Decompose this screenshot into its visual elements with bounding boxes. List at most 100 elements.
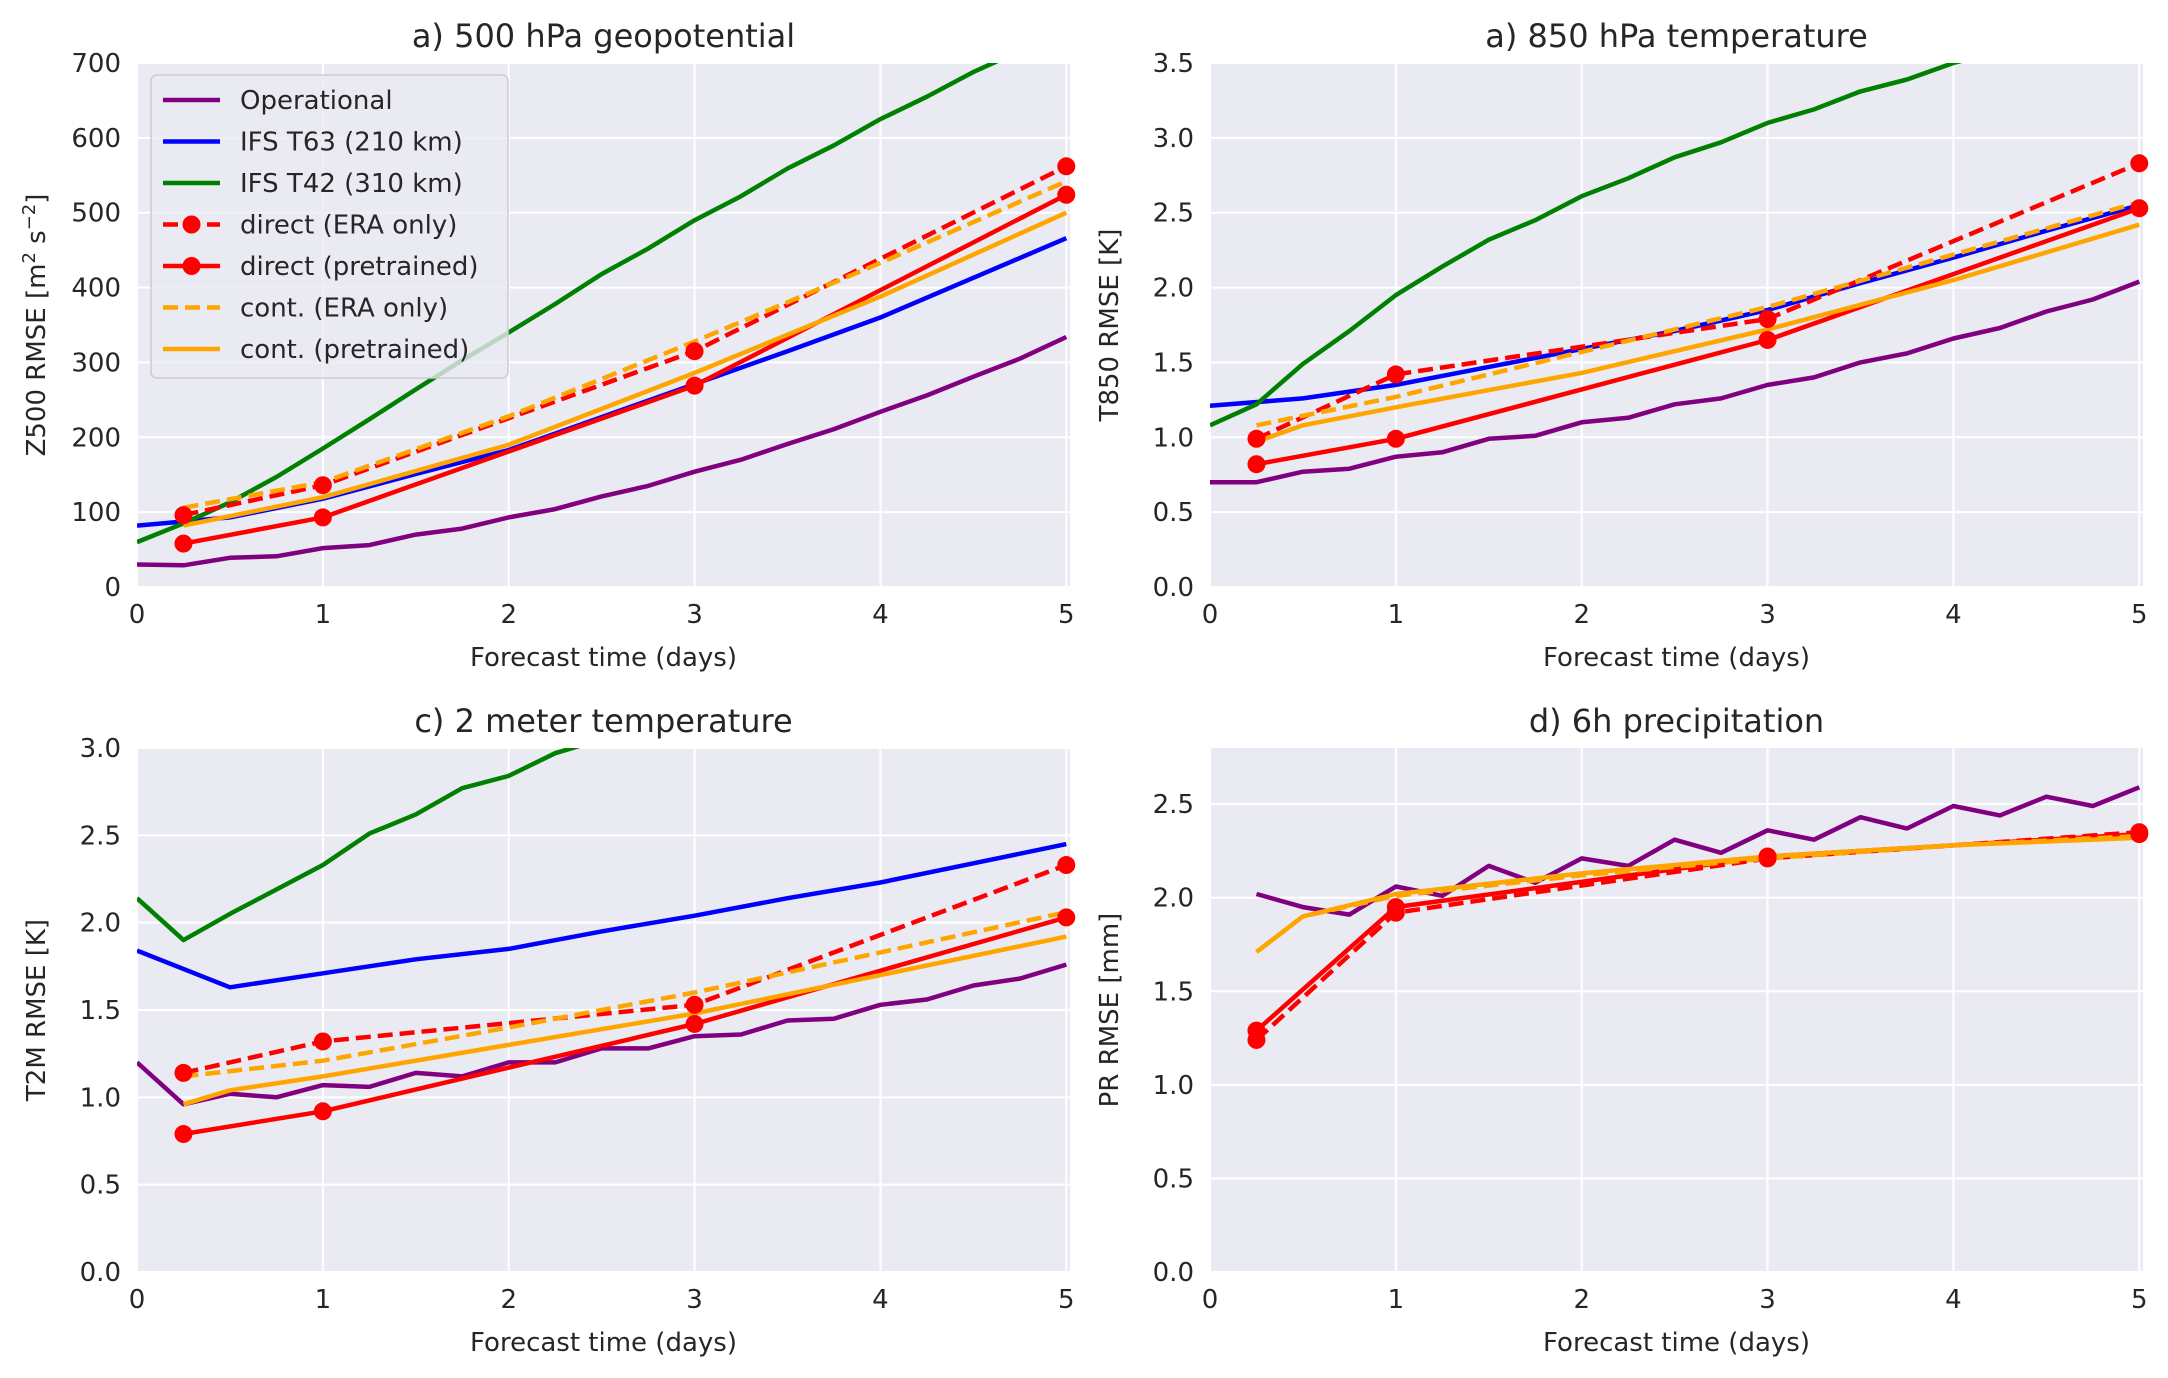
series-line-t42 bbox=[137, 748, 581, 943]
y-tick-label: 0.0 bbox=[80, 1258, 121, 1288]
y-tick-label: 0.0 bbox=[1153, 573, 1194, 603]
legend-item: cont. (pretrained) bbox=[163, 335, 469, 365]
panel-title: d) 6h precipitation bbox=[1529, 702, 1824, 740]
y-tick-label: 2.5 bbox=[80, 821, 121, 851]
x-tick-label: 5 bbox=[1058, 1285, 1075, 1315]
data-point-direct_pre bbox=[2130, 199, 2149, 218]
x-tick-label: 4 bbox=[872, 1285, 889, 1315]
data-point-direct_era bbox=[1758, 310, 1777, 329]
x-tick-label: 3 bbox=[1759, 1285, 1776, 1315]
legend-item: direct (ERA only) bbox=[163, 211, 457, 241]
x-tick-label: 3 bbox=[1759, 600, 1776, 630]
series-line-op bbox=[1255, 785, 2141, 917]
panel-2: 0 1 2 3 4 5 0.0 0.5 1.0 1.5 2.0 2.5 3.0 3.5 a) 850 hPa… bbox=[1095, 17, 2149, 673]
x-tick-label: 5 bbox=[2131, 600, 2148, 630]
data-point-direct_era bbox=[174, 506, 193, 525]
x-tick-label: 5 bbox=[2131, 1285, 2148, 1315]
data-point-direct_pre bbox=[1057, 908, 1076, 927]
x-tick-label: 0 bbox=[129, 1285, 146, 1315]
x-tick-label: 3 bbox=[686, 1285, 703, 1315]
series-line-cont_era bbox=[183, 179, 1068, 510]
y-tick-label: 0.5 bbox=[1153, 498, 1194, 528]
y-tick-label: 1.0 bbox=[1153, 423, 1194, 453]
y-tick-label: 500 bbox=[71, 199, 121, 229]
legend-box bbox=[150, 74, 509, 379]
y-tick-label: 1.5 bbox=[80, 996, 121, 1026]
data-point-direct_pre bbox=[1386, 898, 1405, 917]
data-point-direct_era bbox=[1057, 157, 1076, 176]
data-point-direct_pre bbox=[1758, 330, 1777, 349]
legend-item: direct (pretrained) bbox=[163, 252, 479, 282]
y-tick-label: 100 bbox=[71, 498, 121, 528]
x-tick-label: 2 bbox=[1573, 1285, 1590, 1315]
x-tick-label: 1 bbox=[315, 600, 332, 630]
data-point-direct_era bbox=[2130, 154, 2149, 173]
series-line-op bbox=[1210, 279, 2141, 485]
y-tick-label: 1.5 bbox=[1153, 977, 1194, 1007]
legend-label: cont. (pretrained) bbox=[240, 335, 469, 365]
data-point-direct_pre bbox=[174, 534, 193, 553]
legend-label: IFS T42 (310 km) bbox=[240, 169, 463, 199]
y-tick-label: 1.0 bbox=[1153, 1071, 1194, 1101]
y-axis-label: Z500 RMSE [m2 s−2] bbox=[19, 194, 52, 457]
y-tick-label: 3.0 bbox=[80, 734, 121, 764]
x-tick-label: 0 bbox=[129, 600, 146, 630]
legend-label: cont. (ERA only) bbox=[240, 294, 448, 324]
x-tick-label: 4 bbox=[1945, 1285, 1962, 1315]
y-axis-label: PR RMSE [mm] bbox=[1095, 913, 1125, 1108]
legend: Operational IFS T63 (210 km) IFS T42 (310 … bbox=[150, 74, 509, 379]
plot-area bbox=[1210, 63, 2143, 587]
data-point-direct_era bbox=[685, 342, 704, 361]
y-axis-label: T850 RMSE [K] bbox=[1095, 229, 1125, 423]
data-point-direct_pre bbox=[685, 376, 704, 395]
y-tick-label: 0.0 bbox=[1153, 1258, 1194, 1288]
y-tick-label: 1.0 bbox=[80, 1083, 121, 1113]
y-tick-label: 600 bbox=[71, 124, 121, 154]
y-tick-label: 3.0 bbox=[1153, 124, 1194, 154]
y-tick-label: 700 bbox=[71, 49, 121, 79]
legend-item: IFS T63 (210 km) bbox=[163, 128, 463, 158]
series-line-direct_era bbox=[1255, 161, 2141, 441]
y-tick-label: 400 bbox=[71, 274, 121, 304]
x-axis-label: Forecast time (days) bbox=[470, 1328, 737, 1358]
data-point-direct_pre bbox=[1057, 185, 1076, 204]
x-axis-label: Forecast time (days) bbox=[1543, 1328, 1810, 1358]
series-line-direct_pre bbox=[183, 192, 1068, 546]
x-tick-label: 1 bbox=[1388, 1285, 1405, 1315]
data-point-direct_pre bbox=[1247, 1021, 1266, 1040]
x-tick-label: 2 bbox=[1573, 600, 1590, 630]
series-line-cont_pre bbox=[182, 934, 1067, 1107]
x-tick-label: 0 bbox=[1202, 600, 1219, 630]
legend-label: Operational bbox=[240, 86, 393, 116]
y-tick-label: 200 bbox=[71, 423, 121, 453]
data-point-direct_era bbox=[174, 1063, 193, 1082]
data-point-direct_era bbox=[1057, 856, 1076, 875]
legend-item: cont. (ERA only) bbox=[163, 294, 448, 324]
series-line-cont_pre bbox=[1255, 835, 2140, 954]
data-point-direct_pre bbox=[685, 1014, 704, 1033]
series-line-t42 bbox=[137, 63, 999, 545]
legend-marker bbox=[182, 215, 201, 234]
y-tick-label: 2.5 bbox=[1153, 790, 1194, 820]
data-point-direct_pre bbox=[1247, 455, 1266, 474]
x-tick-label: 4 bbox=[1945, 600, 1962, 630]
legend-item: Operational bbox=[163, 86, 393, 116]
legend-label: direct (pretrained) bbox=[240, 252, 479, 282]
data-point-direct_era bbox=[1386, 365, 1405, 384]
x-tick-label: 2 bbox=[500, 600, 517, 630]
data-point-direct_pre bbox=[1386, 429, 1405, 448]
series-line-op bbox=[137, 962, 1067, 1107]
series-line-cont_era bbox=[183, 910, 1067, 1079]
series-line-cont_pre bbox=[1255, 222, 2140, 444]
panel-title: c) 2 meter temperature bbox=[414, 702, 792, 740]
panel-4: 0 1 2 3 4 5 0.0 0.5 1.0 1.5 2.0 2.5 d) 6h precipitat… bbox=[1095, 702, 2149, 1358]
panel-3: 0 1 2 3 4 5 0.0 0.5 1.0 1.5 2.0 2.5 3.0 c) 2 meter te… bbox=[22, 702, 1076, 1358]
series-line-cont_pre bbox=[183, 210, 1068, 528]
x-tick-label: 1 bbox=[315, 1285, 332, 1315]
series-line-cont_era bbox=[1256, 200, 2140, 428]
legend-label: IFS T63 (210 km) bbox=[240, 128, 463, 158]
x-tick-label: 5 bbox=[1058, 600, 1075, 630]
data-point-direct_pre bbox=[2130, 825, 2149, 844]
y-tick-label: 2.0 bbox=[80, 909, 121, 939]
